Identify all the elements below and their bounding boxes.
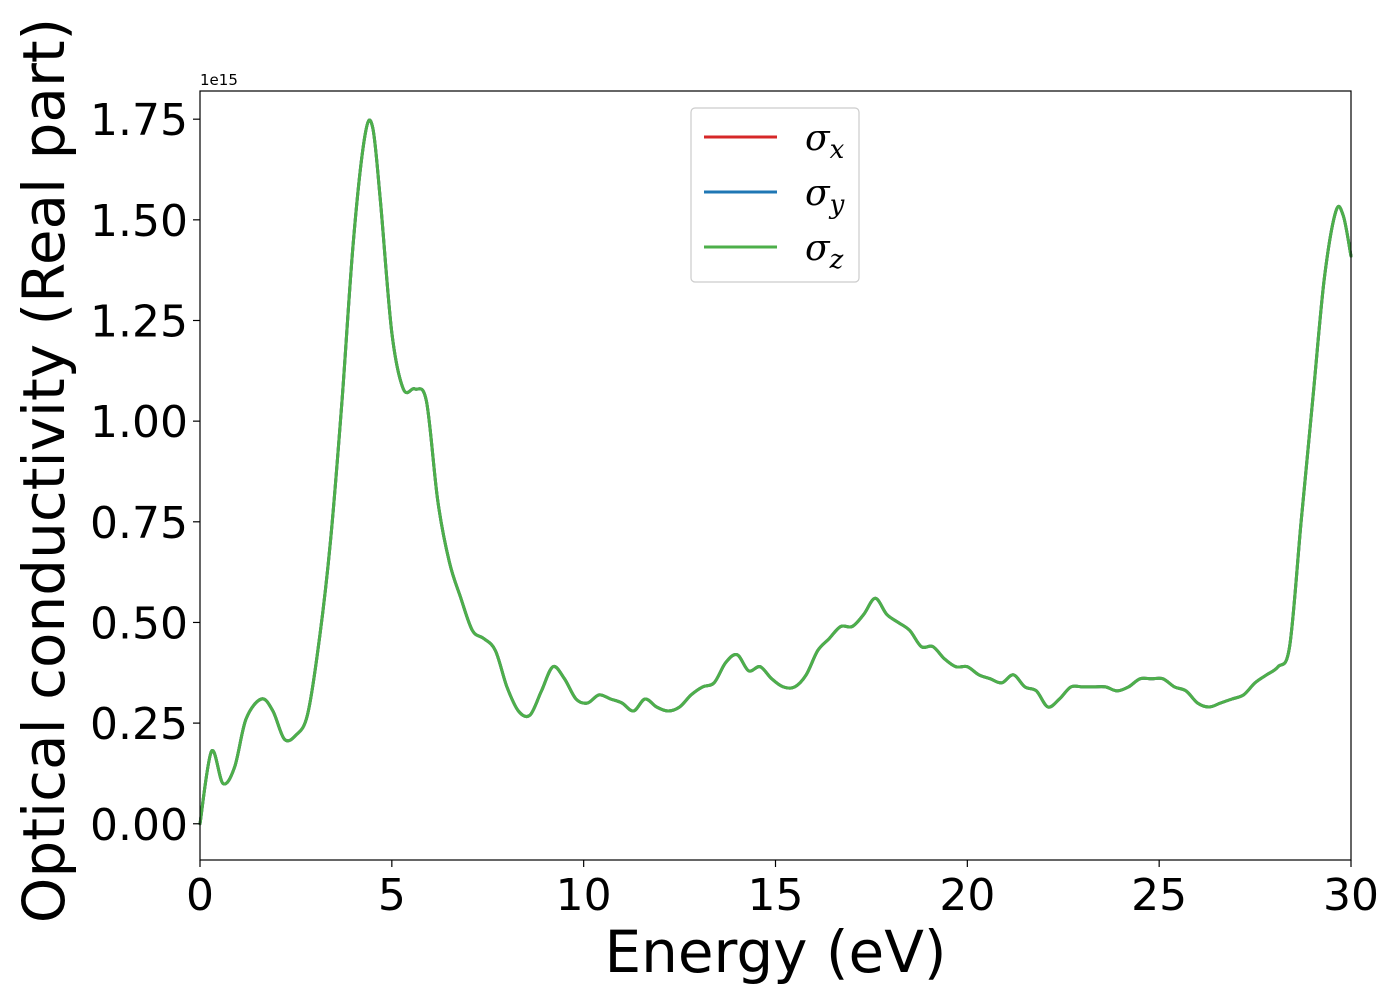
legend-box bbox=[690, 107, 860, 283]
legend: σx σy σz bbox=[690, 107, 860, 283]
x-tick-label: 25 bbox=[1131, 870, 1187, 921]
ticks-layer: 0 5 10 15 20 25 30 0.00 0.25 0.50 0.75 1.00 1.25 1.50… bbox=[90, 95, 1379, 921]
y-tick-label: 0.50 bbox=[90, 598, 188, 649]
series-line-z bbox=[198, 118, 1353, 826]
x-tick-label: 0 bbox=[186, 870, 214, 921]
legend-label-y: σy bbox=[805, 173, 845, 220]
y-tick-label: 0.25 bbox=[90, 699, 188, 750]
x-tick-label: 10 bbox=[556, 870, 612, 921]
y-offset-label: 1e15 bbox=[200, 71, 238, 89]
x-tick-label: 5 bbox=[378, 870, 406, 921]
legend-label-x: σx bbox=[805, 118, 845, 165]
y-tick-label: 1.75 bbox=[90, 95, 188, 146]
y-tick-label: 1.25 bbox=[90, 296, 188, 347]
y-tick-label: 0.00 bbox=[90, 800, 188, 851]
x-tick-label: 30 bbox=[1323, 870, 1379, 921]
legend-label-z: σz bbox=[805, 228, 844, 275]
x-tick-label: 20 bbox=[939, 870, 995, 921]
y-tick-label: 1.00 bbox=[90, 397, 188, 448]
x-axis-title: Energy (eV) bbox=[604, 918, 946, 986]
y-tick-label: 0.75 bbox=[90, 498, 188, 549]
series-layer bbox=[198, 118, 1353, 826]
y-axis-title: Optical conductivity (Real part) bbox=[10, 18, 78, 923]
x-tick-label: 15 bbox=[748, 870, 804, 921]
y-tick-label: 1.50 bbox=[90, 196, 188, 247]
